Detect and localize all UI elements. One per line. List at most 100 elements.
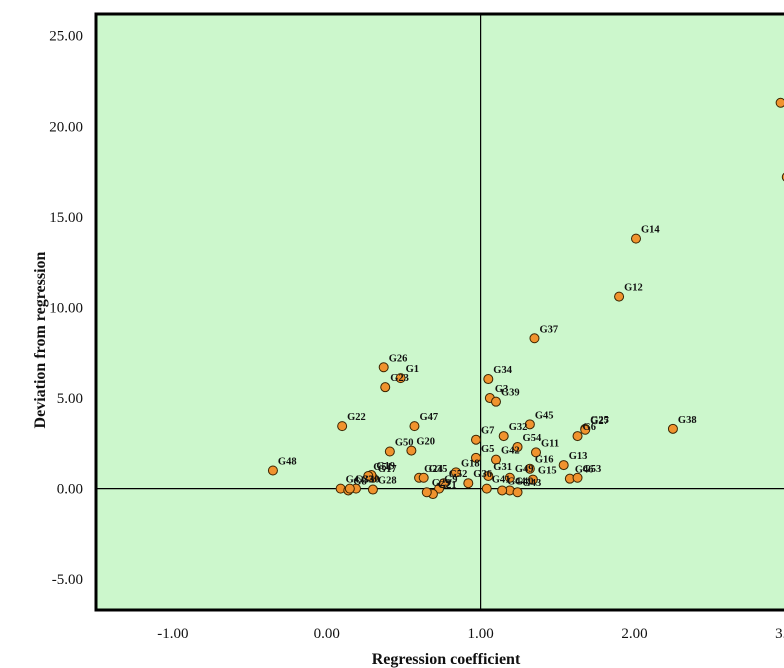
x-tick-label: -1.00 [157,626,188,642]
point-label: G44 [507,476,526,487]
point-label: G34 [493,365,512,376]
data-point [471,452,481,463]
data-point [631,233,641,244]
point-label: G4 [346,475,360,486]
plot-border [94,12,784,612]
point-label: G41 [492,475,511,486]
data-point [384,446,395,457]
data-point [344,483,355,494]
point-label: G52 [449,469,468,480]
point-label: G20 [416,437,435,448]
data-point [337,421,348,432]
data-point [483,374,494,385]
y-tick-label: 25.00 [49,29,83,45]
point-label: G9 [444,475,457,486]
x-axis-ticks: -1.00 0.00 1.00 2.00 3.00 [157,626,784,642]
x-tick-label: 3.00 [775,626,784,642]
data-point [438,478,449,489]
point-label: G28 [378,476,397,487]
y-tick-label: 20.00 [49,119,83,135]
data-point [524,419,535,430]
point-label: G17 [378,464,397,475]
point-label: G38 [678,415,697,426]
data-point [614,291,625,302]
point-label: G26 [389,353,408,364]
data-point [471,434,481,445]
point-label: G18 [461,458,480,469]
point-label: G32 [509,422,528,433]
point-label: G30 [361,475,380,486]
data-point [529,333,540,344]
point-label: G23 [390,373,409,384]
point-label: G40 [515,476,534,487]
y-tick-label: 0.00 [57,482,83,498]
point-label: G54 [523,433,542,444]
data-point [504,472,515,483]
data-point [527,474,538,485]
point-label: G48 [278,457,297,468]
point-label: G35 [429,464,448,475]
data-point [497,485,508,496]
data-point [512,441,523,452]
data-point [667,423,678,434]
point-label: G27 [590,416,609,427]
point-label: G39 [501,388,520,399]
y-tick-label: 15.00 [49,210,83,226]
data-point [380,382,391,393]
y-tick-label: -5.00 [52,572,83,588]
y-tick-label: 5.00 [57,391,83,407]
y-axis-title: Deviation from regression [32,251,49,428]
point-label: G24 [424,464,443,475]
point-label: G13 [569,451,588,462]
data-point [775,97,784,108]
data-point [418,472,429,483]
point-label: G51 [373,462,392,473]
point-label: G43 [523,478,542,489]
point-label: G21 [438,480,457,491]
point-label: G16 [535,455,554,466]
point-label: G5 [481,444,494,455]
data-point [481,483,492,494]
data-point [491,396,501,407]
data-point [378,362,389,373]
point-labels: G1G2G3G4G5G6G7G8G9G10G11G12G13G14G15G16G… [278,225,697,491]
y-tick-label: 10.00 [49,300,83,316]
point-label: G31 [493,462,512,473]
data-point [463,478,474,489]
x-tick-label: 1.00 [467,626,493,642]
data-point [483,470,494,481]
data-point [558,460,569,471]
data-point [572,472,583,483]
data-point [512,487,523,498]
point-label: G37 [539,324,558,335]
point-label: G7 [481,426,494,437]
point-label: G46 [575,465,594,476]
point-label: G29 [432,478,451,489]
point-label: G15 [538,466,557,477]
point-label: G47 [419,412,438,423]
point-label: G53 [583,464,602,475]
x-axis-title: Regression coefficient [372,651,521,668]
point-label: G45 [535,410,554,421]
data-point [421,487,432,498]
data-point [451,467,461,478]
plot-area [96,14,784,610]
reference-lines [96,14,784,610]
data-point [580,424,591,435]
data-point [267,465,278,476]
point-label: G14 [641,225,660,236]
data-point [531,447,541,458]
data-point [406,445,417,456]
point-label: G8 [353,476,366,487]
data-points [267,97,784,500]
data-point [491,454,501,465]
data-point [572,431,583,442]
data-point [363,470,374,481]
point-label: G22 [347,412,366,423]
x-tick-label: 0.00 [314,626,340,642]
point-label: G6 [583,422,596,433]
point-label: G25 [590,415,609,426]
point-label: G3 [495,384,508,395]
data-point [409,421,420,432]
